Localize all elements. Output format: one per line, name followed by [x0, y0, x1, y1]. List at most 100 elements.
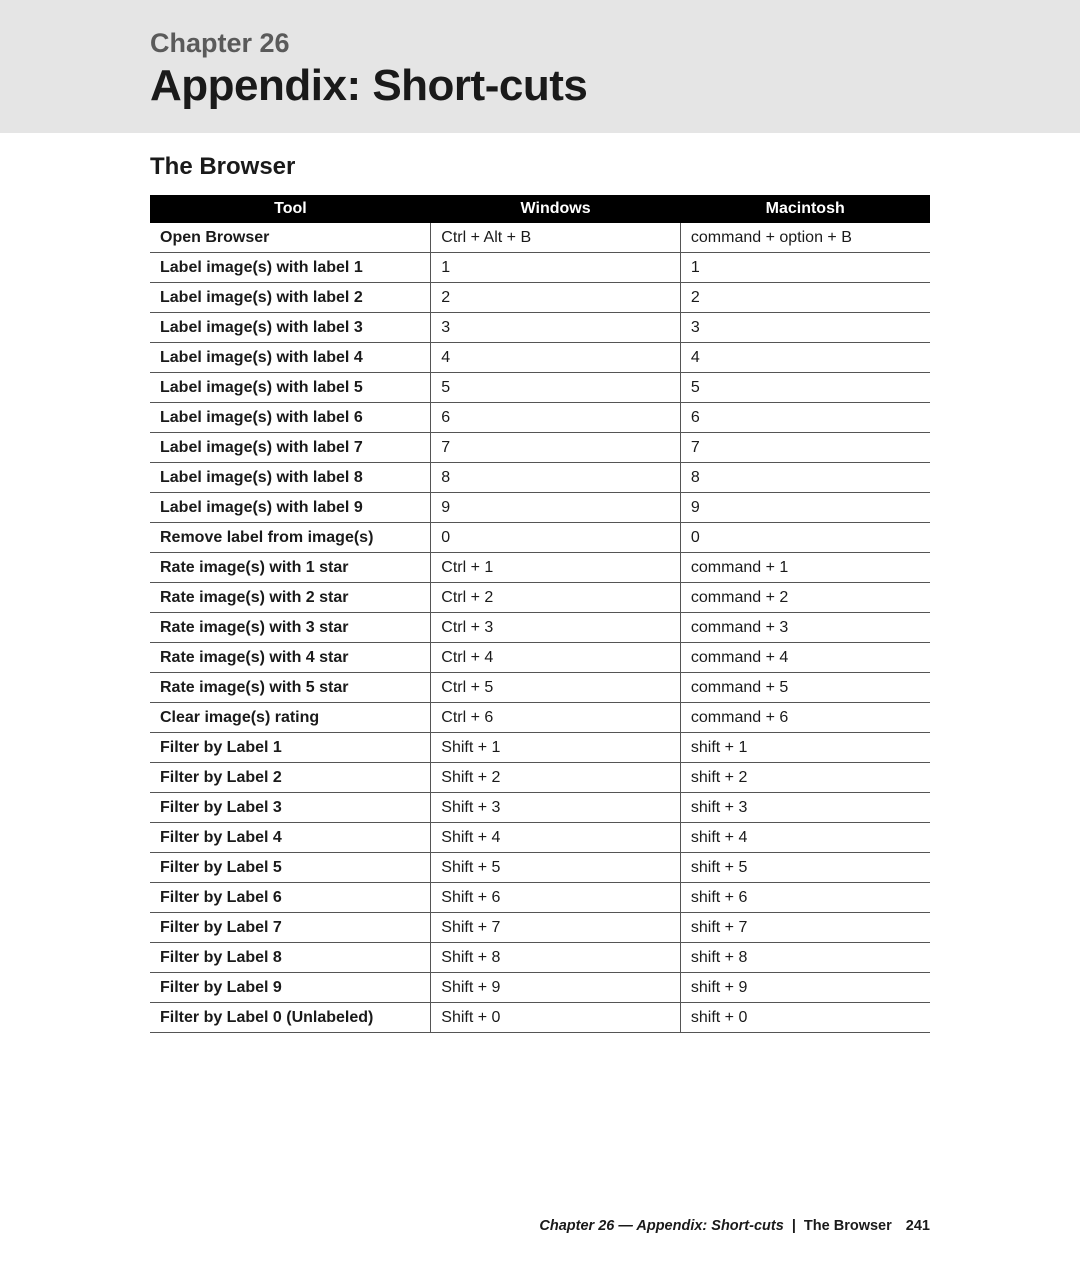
- table-row: Filter by Label 1Shift + 1shift + 1: [150, 733, 930, 763]
- cell-windows: Shift + 7: [431, 913, 681, 943]
- table-row: Label image(s) with label 222: [150, 283, 930, 313]
- table-row: Filter by Label 2Shift + 2shift + 2: [150, 763, 930, 793]
- cell-windows: Shift + 4: [431, 823, 681, 853]
- cell-windows: Shift + 1: [431, 733, 681, 763]
- table-row: Label image(s) with label 444: [150, 343, 930, 373]
- table-header-row: Tool Windows Macintosh: [150, 195, 930, 223]
- cell-macintosh: shift + 7: [680, 913, 930, 943]
- cell-macintosh: 3: [680, 313, 930, 343]
- cell-tool: Remove label from image(s): [150, 523, 431, 553]
- table-row: Remove label from image(s)00: [150, 523, 930, 553]
- cell-tool: Label image(s) with label 6: [150, 403, 431, 433]
- cell-windows: 8: [431, 463, 681, 493]
- cell-tool: Filter by Label 2: [150, 763, 431, 793]
- cell-windows: 4: [431, 343, 681, 373]
- cell-tool: Rate image(s) with 1 star: [150, 553, 431, 583]
- cell-tool: Label image(s) with label 9: [150, 493, 431, 523]
- cell-macintosh: shift + 3: [680, 793, 930, 823]
- footer-chapter-ref: Chapter 26 — Appendix: Short-cuts: [539, 1218, 783, 1234]
- page-footer: Chapter 26 — Appendix: Short-cuts | The …: [539, 1218, 930, 1234]
- cell-macintosh: shift + 4: [680, 823, 930, 853]
- cell-windows: Ctrl + Alt + B: [431, 223, 681, 253]
- chapter-banner: Chapter 26 Appendix: Short-cuts: [0, 0, 1080, 133]
- cell-windows: Shift + 2: [431, 763, 681, 793]
- cell-windows: Shift + 8: [431, 943, 681, 973]
- table-row: Filter by Label 7Shift + 7shift + 7: [150, 913, 930, 943]
- cell-tool: Rate image(s) with 2 star: [150, 583, 431, 613]
- cell-macintosh: command + 3: [680, 613, 930, 643]
- table-row: Label image(s) with label 888: [150, 463, 930, 493]
- cell-windows: 2: [431, 283, 681, 313]
- cell-macintosh: shift + 1: [680, 733, 930, 763]
- cell-macintosh: command + 2: [680, 583, 930, 613]
- cell-macintosh: 8: [680, 463, 930, 493]
- cell-windows: Shift + 6: [431, 883, 681, 913]
- cell-macintosh: shift + 2: [680, 763, 930, 793]
- cell-macintosh: shift + 9: [680, 973, 930, 1003]
- cell-macintosh: command + 4: [680, 643, 930, 673]
- cell-tool: Rate image(s) with 4 star: [150, 643, 431, 673]
- cell-macintosh: 2: [680, 283, 930, 313]
- cell-windows: Ctrl + 6: [431, 703, 681, 733]
- col-windows: Windows: [431, 195, 681, 223]
- cell-tool: Rate image(s) with 3 star: [150, 613, 431, 643]
- cell-windows: 7: [431, 433, 681, 463]
- table-row: Label image(s) with label 777: [150, 433, 930, 463]
- cell-windows: Shift + 9: [431, 973, 681, 1003]
- cell-tool: Label image(s) with label 7: [150, 433, 431, 463]
- cell-macintosh: 0: [680, 523, 930, 553]
- cell-macintosh: command + 5: [680, 673, 930, 703]
- cell-windows: 1: [431, 253, 681, 283]
- table-row: Rate image(s) with 5 starCtrl + 5command…: [150, 673, 930, 703]
- cell-tool: Filter by Label 4: [150, 823, 431, 853]
- table-body: Open BrowserCtrl + Alt + Bcommand + opti…: [150, 223, 930, 1033]
- cell-windows: Ctrl + 3: [431, 613, 681, 643]
- table-row: Filter by Label 8Shift + 8shift + 8: [150, 943, 930, 973]
- cell-tool: Label image(s) with label 2: [150, 283, 431, 313]
- table-row: Rate image(s) with 1 starCtrl + 1command…: [150, 553, 930, 583]
- cell-macintosh: 6: [680, 403, 930, 433]
- cell-tool: Filter by Label 1: [150, 733, 431, 763]
- table-row: Label image(s) with label 333: [150, 313, 930, 343]
- table-row: Filter by Label 5Shift + 5shift + 5: [150, 853, 930, 883]
- table-row: Rate image(s) with 2 starCtrl + 2command…: [150, 583, 930, 613]
- cell-macintosh: 4: [680, 343, 930, 373]
- cell-tool: Open Browser: [150, 223, 431, 253]
- table-row: Rate image(s) with 3 starCtrl + 3command…: [150, 613, 930, 643]
- cell-windows: Ctrl + 2: [431, 583, 681, 613]
- cell-windows: 9: [431, 493, 681, 523]
- table-row: Filter by Label 6Shift + 6shift + 6: [150, 883, 930, 913]
- table-row: Label image(s) with label 666: [150, 403, 930, 433]
- cell-macintosh: 5: [680, 373, 930, 403]
- table-row: Filter by Label 0 (Unlabeled)Shift + 0sh…: [150, 1003, 930, 1033]
- cell-macintosh: command + 6: [680, 703, 930, 733]
- cell-tool: Rate image(s) with 5 star: [150, 673, 431, 703]
- cell-tool: Clear image(s) rating: [150, 703, 431, 733]
- page-content: The Browser Tool Windows Macintosh Open …: [0, 153, 1080, 1033]
- cell-windows: 0: [431, 523, 681, 553]
- table-row: Filter by Label 4Shift + 4shift + 4: [150, 823, 930, 853]
- chapter-title: Appendix: Short-cuts: [150, 61, 1080, 111]
- cell-windows: Shift + 0: [431, 1003, 681, 1033]
- cell-tool: Label image(s) with label 8: [150, 463, 431, 493]
- cell-tool: Filter by Label 9: [150, 973, 431, 1003]
- cell-tool: Label image(s) with label 4: [150, 343, 431, 373]
- table-row: Filter by Label 9Shift + 9shift + 9: [150, 973, 930, 1003]
- cell-tool: Label image(s) with label 1: [150, 253, 431, 283]
- table-row: Clear image(s) ratingCtrl + 6command + 6: [150, 703, 930, 733]
- cell-macintosh: shift + 8: [680, 943, 930, 973]
- col-macintosh: Macintosh: [680, 195, 930, 223]
- cell-macintosh: 7: [680, 433, 930, 463]
- table-row: Open BrowserCtrl + Alt + Bcommand + opti…: [150, 223, 930, 253]
- cell-windows: Ctrl + 5: [431, 673, 681, 703]
- cell-tool: Filter by Label 7: [150, 913, 431, 943]
- footer-page-number: 241: [906, 1218, 930, 1234]
- cell-tool: Filter by Label 3: [150, 793, 431, 823]
- cell-macintosh: 1: [680, 253, 930, 283]
- col-tool: Tool: [150, 195, 431, 223]
- cell-tool: Label image(s) with label 3: [150, 313, 431, 343]
- cell-windows: Ctrl + 1: [431, 553, 681, 583]
- cell-windows: Ctrl + 4: [431, 643, 681, 673]
- cell-windows: Shift + 3: [431, 793, 681, 823]
- cell-macintosh: command + 1: [680, 553, 930, 583]
